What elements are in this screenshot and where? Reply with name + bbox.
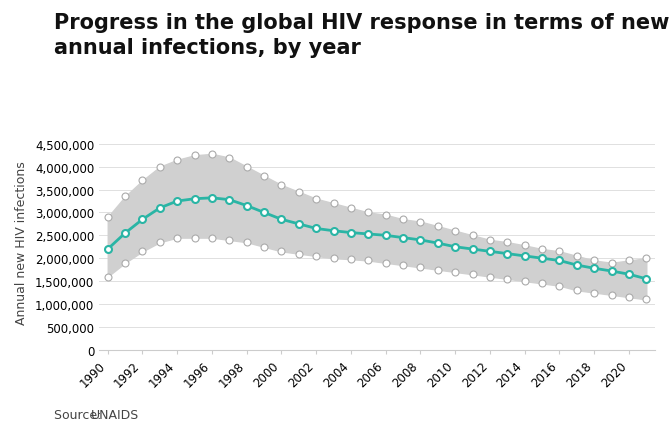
Text: Progress in the global HIV response in terms of new
annual infections, by year: Progress in the global HIV response in t… — [54, 13, 669, 58]
Text: UNAIDS: UNAIDS — [90, 408, 139, 421]
Text: Source:: Source: — [54, 408, 105, 421]
Y-axis label: Annual new HIV infections: Annual new HIV infections — [15, 161, 28, 324]
